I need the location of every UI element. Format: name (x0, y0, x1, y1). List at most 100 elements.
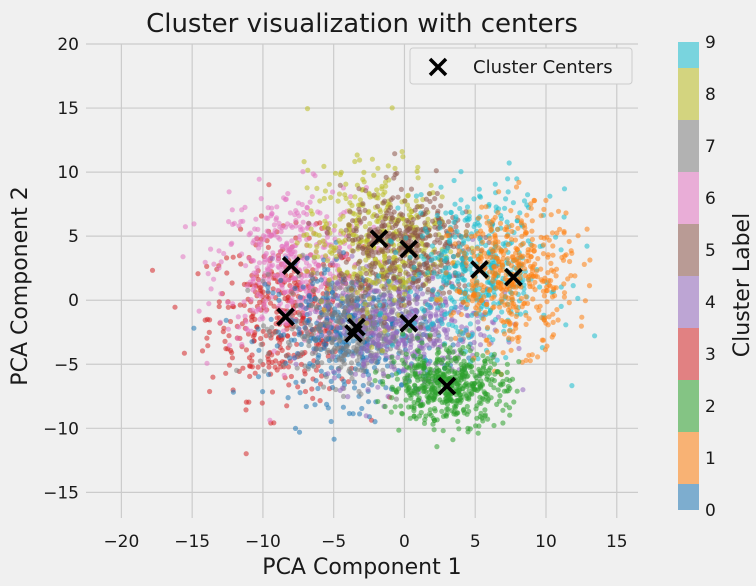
data-point (360, 382, 366, 389)
data-point (365, 285, 371, 291)
data-point (302, 320, 308, 326)
data-point (432, 394, 438, 400)
y-axis-ticks: −15 −10 −5 0 5 10 15 20 (43, 35, 79, 503)
data-point (488, 395, 494, 401)
data-point (241, 299, 247, 305)
data-point (466, 382, 472, 388)
data-point (423, 196, 429, 202)
data-point (408, 332, 414, 338)
data-point (364, 238, 370, 244)
data-point (389, 395, 395, 401)
data-point (380, 378, 386, 385)
data-point (548, 260, 554, 266)
data-point (282, 289, 288, 296)
data-point (490, 249, 496, 255)
data-point (407, 415, 413, 421)
data-point (352, 371, 358, 377)
data-point (418, 253, 424, 259)
data-point (315, 288, 321, 294)
data-point (273, 358, 279, 364)
data-point (375, 384, 381, 390)
data-point (419, 306, 425, 312)
data-point (308, 226, 314, 232)
data-point (327, 331, 333, 337)
data-point (307, 311, 313, 317)
data-point (549, 294, 556, 300)
data-point (274, 315, 280, 321)
data-point (422, 417, 428, 423)
data-point (252, 370, 258, 376)
data-point (293, 218, 299, 224)
data-point (348, 360, 355, 366)
data-point (500, 255, 506, 262)
data-point (403, 382, 409, 389)
data-point (385, 233, 391, 239)
data-point (283, 353, 290, 359)
data-point (225, 326, 231, 332)
data-point (350, 353, 356, 359)
data-point (229, 207, 235, 213)
data-point (537, 284, 543, 290)
data-point (311, 258, 317, 264)
data-point (336, 368, 342, 374)
data-point (513, 313, 519, 319)
data-point (382, 403, 388, 410)
data-point (513, 184, 520, 190)
data-point (400, 337, 406, 343)
data-point (518, 295, 524, 302)
data-point (439, 262, 445, 268)
data-point (431, 270, 437, 276)
data-point (496, 189, 502, 195)
data-point (454, 381, 460, 387)
data-point (475, 319, 481, 325)
data-point (443, 412, 449, 418)
data-point (317, 398, 323, 404)
data-point (364, 320, 370, 326)
y-tick-label: −5 (54, 355, 79, 375)
data-point (248, 314, 255, 320)
data-point (500, 251, 507, 257)
data-point (221, 325, 227, 331)
data-point (434, 368, 440, 374)
data-point (314, 270, 320, 276)
data-point (281, 332, 287, 338)
data-point (492, 233, 498, 239)
data-point (226, 342, 233, 348)
data-point (407, 284, 413, 290)
data-point (256, 279, 262, 286)
y-tick-label: 15 (57, 99, 79, 119)
data-point (410, 280, 416, 286)
data-point (255, 226, 261, 232)
data-point (499, 318, 505, 324)
data-point (452, 369, 458, 375)
data-point (295, 318, 301, 324)
data-point (218, 259, 224, 265)
data-point (344, 343, 350, 349)
data-point (434, 212, 440, 219)
data-point (330, 369, 337, 375)
data-point (256, 347, 262, 353)
data-point (434, 444, 440, 450)
data-point (258, 284, 264, 290)
data-point (484, 301, 490, 307)
data-point (348, 286, 355, 292)
data-point (497, 393, 503, 399)
data-point (181, 350, 187, 356)
data-point (411, 399, 417, 405)
data-point (419, 383, 425, 389)
data-point (362, 289, 368, 295)
data-point (251, 332, 257, 338)
data-point (419, 233, 426, 239)
data-point (315, 355, 321, 361)
data-point (527, 358, 533, 364)
data-point (366, 253, 372, 259)
data-point (466, 362, 472, 368)
x-tick-label: 0 (399, 532, 410, 552)
data-point (464, 312, 470, 318)
data-point (257, 358, 263, 364)
data-point (516, 179, 522, 185)
data-point (302, 363, 308, 369)
data-point (351, 264, 357, 270)
data-point (453, 263, 459, 269)
data-point (318, 368, 324, 374)
